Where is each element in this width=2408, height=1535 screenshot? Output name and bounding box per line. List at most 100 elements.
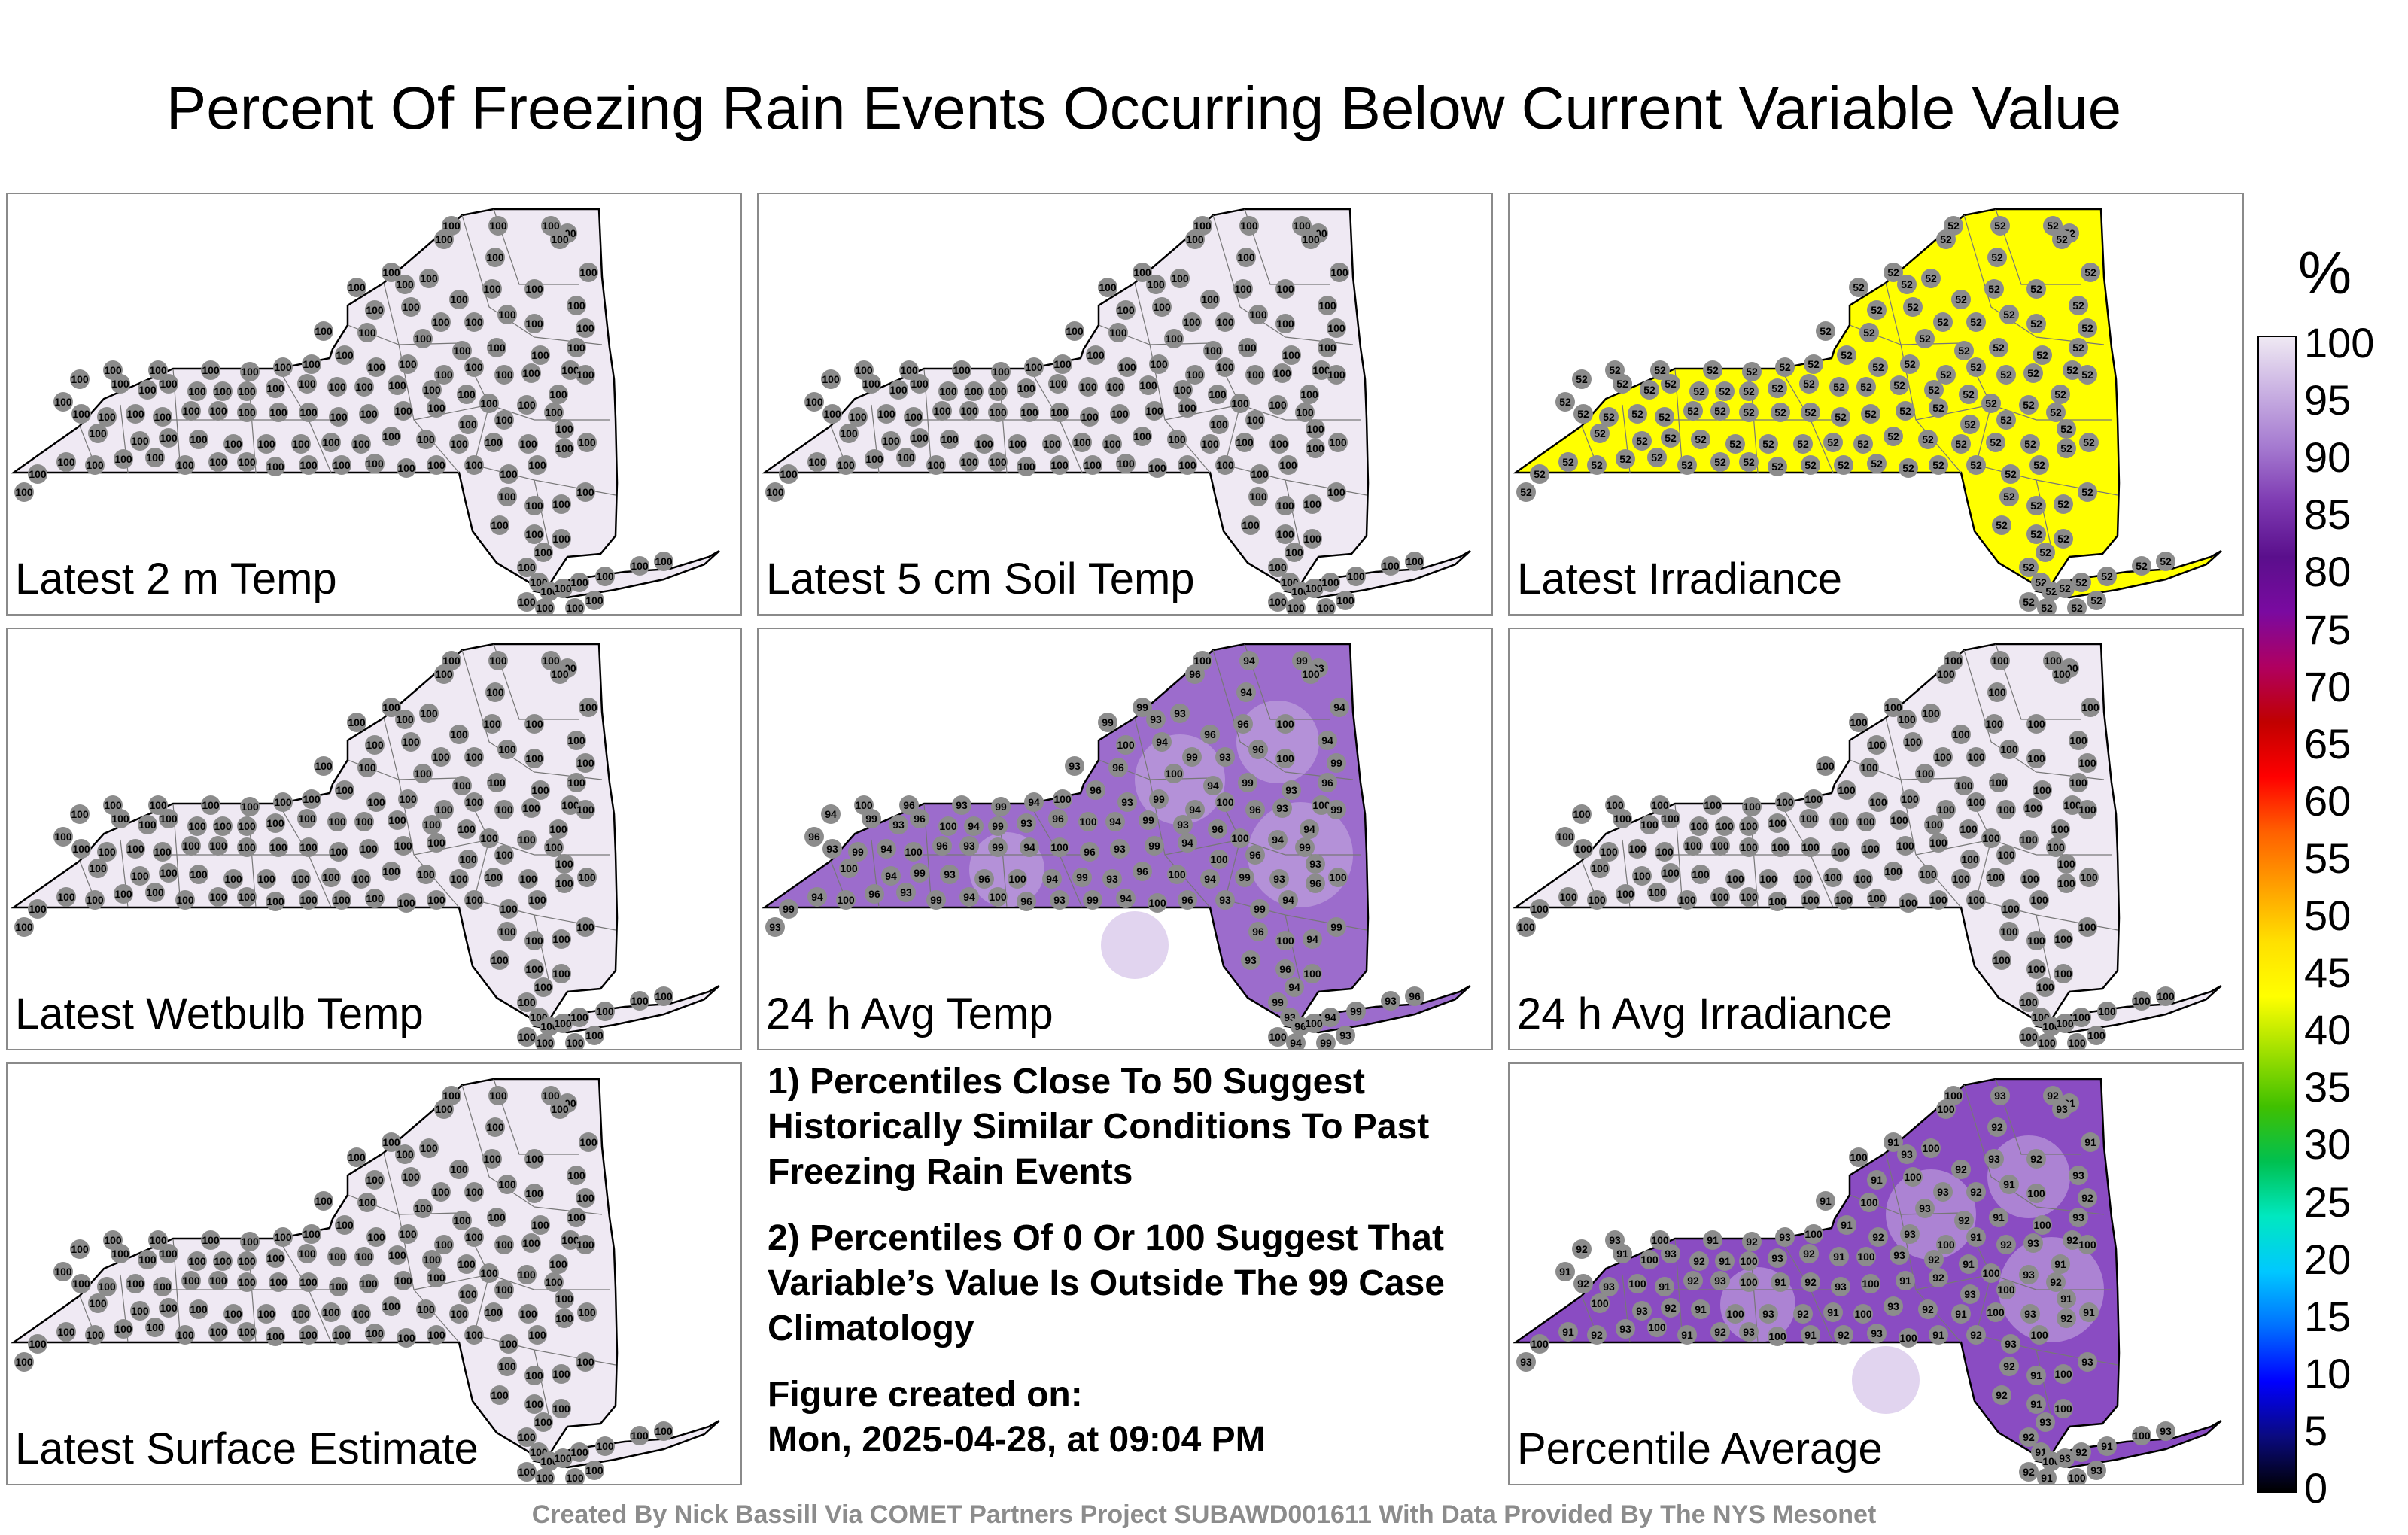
svg-text:100: 100 [939,820,957,832]
svg-text:91: 91 [1827,1306,1839,1318]
station-marker: 100 [910,374,929,394]
station-marker: 96 [1245,845,1265,865]
station-marker: 100 [366,357,386,377]
station-marker: 100 [201,795,220,815]
svg-text:100: 100 [631,995,649,1007]
svg-text:100: 100 [862,378,880,390]
svg-text:100: 100 [382,430,400,442]
station-marker: 52 [1989,338,2008,357]
station-marker: 100 [535,1033,555,1049]
note-percentile-50: 1) Percentiles Close To 50 Suggest Histo… [768,1062,1430,1192]
svg-text:100: 100 [1655,846,1674,858]
svg-text:100: 100 [2054,1368,2072,1380]
station-marker: 52 [1739,452,1759,472]
station-marker: 92 [2057,1309,2076,1328]
svg-text:100: 100 [518,1431,536,1443]
svg-text:91: 91 [1559,1266,1571,1278]
svg-text:100: 100 [1740,841,1758,853]
svg-text:92: 92 [1838,1329,1850,1341]
svg-text:52: 52 [1762,438,1774,450]
svg-text:94: 94 [1109,816,1121,828]
svg-text:100: 100 [322,1306,340,1318]
svg-text:100: 100 [1276,718,1294,730]
svg-text:93: 93 [1904,1228,1916,1240]
station-marker: 93 [1900,1224,1920,1244]
station-marker: 52 [1897,275,1917,294]
svg-text:100: 100 [1651,1234,1669,1246]
station-marker: 100 [1650,1230,1670,1250]
station-marker: 100 [1921,1138,1941,1158]
colorbar-tick-label: 20 [2304,1235,2352,1283]
svg-text:100: 100 [1967,751,1985,763]
svg-text:100: 100 [238,456,256,468]
station-marker: 100 [550,664,570,684]
svg-text:100: 100 [2000,926,2018,938]
svg-text:100: 100 [427,459,445,471]
svg-text:100: 100 [579,1136,597,1148]
station-marker: 100 [497,487,517,506]
svg-text:100: 100 [495,414,513,426]
contour-patch [1101,911,1169,979]
station-marker: 100 [111,374,130,394]
svg-text:52: 52 [2030,528,2042,540]
svg-text:100: 100 [238,891,256,903]
svg-text:100: 100 [1997,804,2015,816]
svg-text:100: 100 [552,533,570,545]
station-marker: 52 [2063,360,2082,380]
svg-text:100: 100 [86,459,104,471]
station-marker: 99 [1072,868,1092,887]
svg-text:100: 100 [1183,316,1201,328]
station-marker: 100 [2019,830,2039,850]
svg-text:100: 100 [555,877,573,889]
station-marker: 100 [1890,810,1909,830]
station-marker: 100 [517,830,537,850]
svg-text:93: 93 [1177,819,1189,831]
svg-text:100: 100 [1249,491,1267,503]
station-marker: 93 [1739,1322,1759,1342]
station-marker: 100 [1861,839,1880,859]
svg-text:100: 100 [238,1255,256,1267]
svg-text:100: 100 [397,897,415,909]
station-marker: 100 [359,1274,379,1293]
station-marker: 100 [53,827,73,847]
station-marker: 96 [1108,758,1128,777]
station-marker: 100 [839,859,859,878]
station-marker: 93 [1102,869,1122,889]
station-marker: 100 [1996,1280,2016,1299]
svg-text:100: 100 [420,707,438,719]
svg-text:52: 52 [2075,576,2087,588]
station-marker: 100 [567,338,586,357]
svg-text:52: 52 [2081,486,2093,498]
station-marker: 100 [187,816,207,836]
svg-text:52: 52 [1804,406,1817,418]
svg-text:100: 100 [596,1005,614,1017]
svg-text:100: 100 [554,1017,572,1029]
svg-text:100: 100 [1960,823,1978,835]
station-marker: 93 [1960,1284,1980,1304]
svg-text:100: 100 [889,384,908,396]
svg-text:100: 100 [1922,1142,1940,1154]
station-marker: 52 [1929,455,1948,475]
station-marker: 100 [1042,434,1062,454]
station-marker: 52 [1987,248,2007,267]
station-marker: 100 [1899,893,1918,913]
svg-text:52: 52 [1771,460,1783,473]
station-marker: 96 [1178,890,1197,910]
station-marker: 100 [630,556,649,576]
svg-text:100: 100 [1133,266,1151,278]
station-marker: 100 [1108,323,1128,342]
station-marker: 100 [2069,773,2088,792]
svg-text:100: 100 [1050,841,1069,853]
svg-text:52: 52 [1994,220,2006,232]
station-marker: 100 [266,813,285,833]
svg-text:100: 100 [555,442,573,454]
svg-text:91: 91 [1963,1258,1975,1270]
station-marker: 93 [1050,890,1069,910]
station-marker: 99 [1235,868,1254,887]
svg-text:100: 100 [298,1248,316,1260]
station-marker: 100 [2054,1364,2073,1384]
station-marker: 100 [1951,725,1971,744]
station-marker: 100 [1238,338,1257,357]
svg-text:52: 52 [2050,406,2062,418]
svg-text:100: 100 [2054,933,2072,945]
